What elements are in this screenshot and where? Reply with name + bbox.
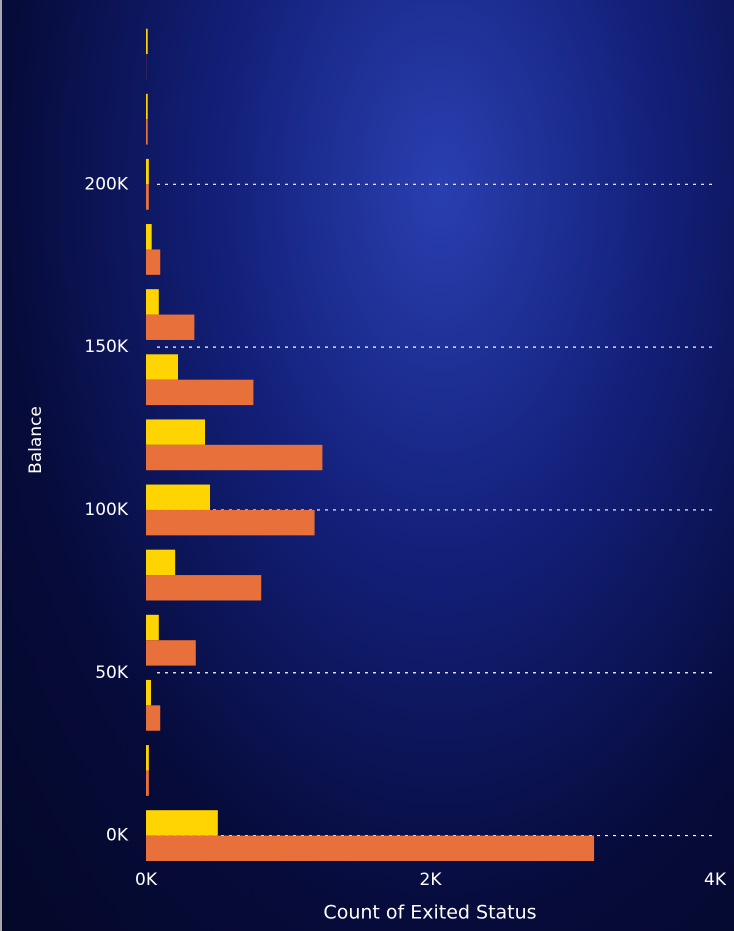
- bar: [146, 614, 159, 641]
- y-tick-label: 150K: [84, 337, 128, 357]
- bar: [146, 640, 196, 666]
- bar: [146, 575, 262, 601]
- bar: [146, 444, 323, 471]
- y-axis-title: Balance: [26, 406, 46, 474]
- bar: [146, 184, 149, 210]
- bar: [146, 224, 152, 250]
- y-tick-label: 200K: [84, 174, 128, 194]
- x-tick-label: 4K: [704, 870, 727, 890]
- y-tick-label: 100K: [84, 500, 128, 520]
- bar: [146, 509, 315, 536]
- y-tick-label: 50K: [95, 663, 129, 683]
- y-tick-label: 0K: [106, 826, 129, 846]
- x-axis-title: Count of Exited Status: [323, 902, 536, 924]
- bar: [146, 93, 148, 120]
- bar: [146, 119, 148, 145]
- bar: [146, 549, 176, 576]
- bar: [146, 249, 161, 275]
- x-tick-label: 2K: [420, 870, 443, 890]
- bar: [146, 158, 149, 185]
- bar: [146, 419, 206, 445]
- bar: [146, 705, 161, 731]
- bar: [146, 314, 195, 340]
- bar: [146, 835, 595, 861]
- bar: [146, 770, 149, 796]
- bar: [146, 289, 159, 315]
- bar: [146, 28, 148, 55]
- bar: [146, 354, 179, 380]
- bar: [146, 810, 218, 836]
- bar: [146, 679, 151, 706]
- bar: [146, 379, 254, 406]
- x-tick-label: 0K: [135, 870, 158, 890]
- bar: [146, 745, 149, 771]
- bar: [146, 484, 211, 510]
